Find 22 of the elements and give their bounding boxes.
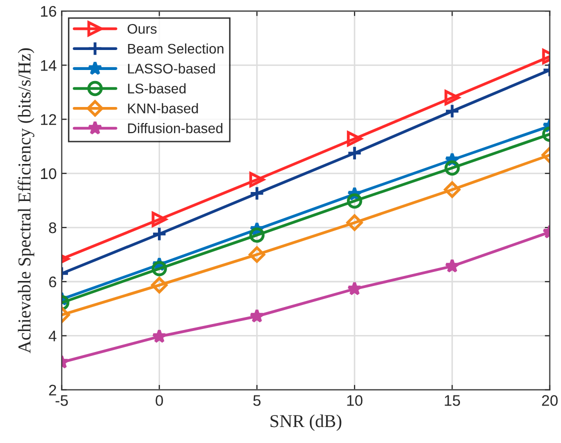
legend-label: Beam Selection: [128, 43, 224, 54]
y-tick-label: 16: [41, 6, 56, 17]
y-tick-label: 14: [41, 60, 56, 71]
x-tick-label: 10: [347, 395, 362, 406]
y-tick-label: 2: [49, 384, 56, 396]
y-tick-label: 10: [41, 168, 56, 180]
x-tick-label: 15: [444, 395, 460, 406]
y-axis-title: Achievable Spectral Efficiency (bits/s/Hz): [18, 48, 34, 354]
x-tick-label: 0: [156, 395, 163, 406]
y-tick-label: 6: [49, 276, 56, 288]
x-tick-label: 20: [542, 395, 558, 406]
y-tick-label: 12: [41, 114, 56, 125]
legend-label: KNN-based: [128, 103, 198, 114]
legend-label: LASSO-based: [128, 63, 215, 74]
x-tick-label: -5: [56, 395, 68, 406]
x-axis-title: SNR (dB): [270, 414, 342, 431]
legend-label: LS-based: [128, 83, 186, 94]
legend-label: Ours: [128, 24, 157, 34]
x-tick-label: 5: [253, 395, 261, 406]
legend-label: Diffusion-based: [128, 123, 222, 134]
y-tick-label: 8: [49, 222, 56, 234]
y-tick-label: 4: [48, 330, 56, 342]
